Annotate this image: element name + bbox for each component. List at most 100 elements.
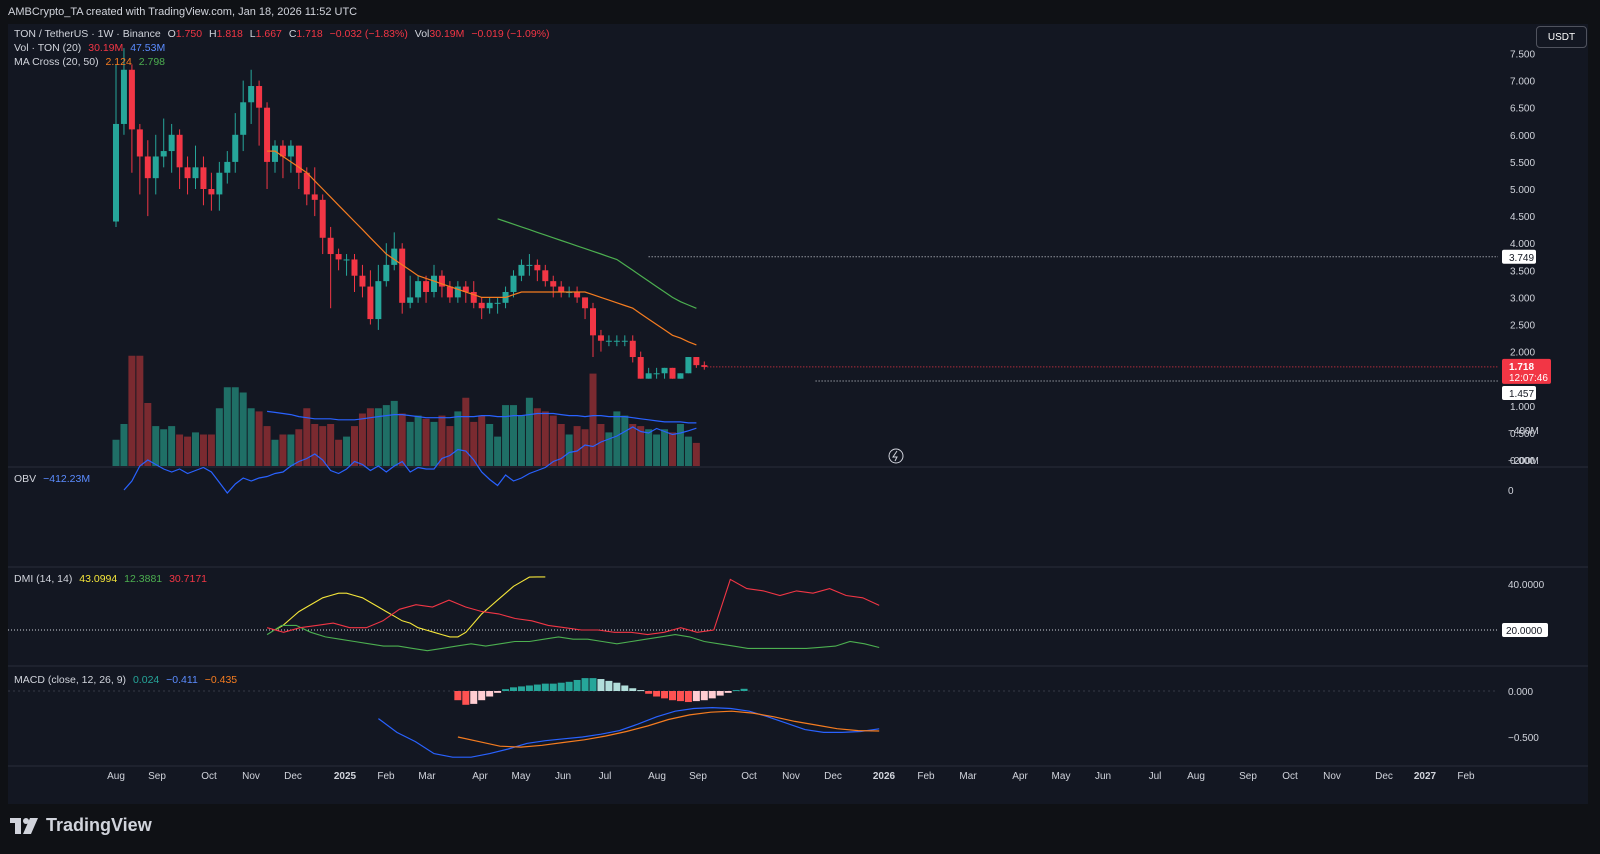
obv-axis-tick: −400M (1508, 426, 1539, 437)
support-price-tag (1502, 386, 1536, 401)
price-axis-tick: 3.500 (1510, 266, 1535, 277)
vol-change-value: −0.019 (−1.09%) (471, 28, 550, 40)
volume-bar (486, 424, 494, 466)
time-axis-tick: Nov (242, 771, 260, 782)
high-label: H (208, 28, 217, 40)
volume-bar (160, 429, 168, 466)
candle-body (208, 189, 215, 195)
candle-body (319, 199, 326, 238)
currency-button[interactable]: USDT (1536, 26, 1587, 48)
countdown-text: 12:07:46 (1509, 373, 1548, 384)
ma-fast-line (267, 150, 697, 346)
candle-body (574, 291, 581, 298)
di-minus-line (266, 578, 880, 636)
time-axis-tick: Feb (377, 771, 395, 782)
dmi-axis-tick: 40.0000 (1508, 580, 1545, 591)
macd-histogram-bar (525, 685, 533, 691)
volume-bar (557, 424, 565, 466)
time-axis-tick: Jul (1149, 771, 1162, 782)
dmi-legend[interactable]: DMI (14, 14) 43.0994 12.3881 30.7171 (14, 573, 211, 585)
candle-body (240, 102, 247, 135)
macd-legend[interactable]: MACD (close, 12, 26, 9) 0.024 −0.411 −0.… (14, 674, 241, 686)
lightning-icon (892, 450, 898, 462)
candle-body (224, 161, 231, 173)
volume-legend[interactable]: Vol · TON (20) 30.19M 47.53M (14, 42, 169, 54)
volume-bar (374, 408, 382, 466)
volume-bar (510, 405, 517, 466)
macd-histogram-bar (589, 678, 597, 691)
symbol-legend[interactable]: TON / TetherUS · 1W · Binance O1.750 H1.… (14, 28, 554, 40)
candle-body (534, 264, 541, 271)
candle-body (693, 357, 700, 366)
candle-body (542, 270, 549, 282)
volume-bar (128, 355, 136, 466)
macd-histogram-bar (486, 691, 494, 697)
candle-body (120, 69, 127, 124)
time-axis-tick: Jun (555, 771, 571, 782)
time-axis-tick: Oct (201, 771, 217, 782)
obv-value: −412.23M (43, 473, 91, 485)
volume-bar (462, 397, 470, 466)
time-axis-tick: Mar (959, 771, 977, 782)
macd-histogram-bar (502, 689, 510, 691)
price-axis-tick: 0.000 (1510, 456, 1535, 467)
replay-icon (888, 448, 904, 464)
candle-body (327, 237, 334, 255)
volume-ma-value: 47.53M (130, 42, 166, 54)
candle-body (613, 340, 620, 342)
volume-bar (669, 432, 676, 466)
macd-histogram-bar (661, 691, 669, 699)
time-axis-tick: Sep (689, 771, 707, 782)
macd-axis-tick: −0.500 (1508, 733, 1539, 744)
macd-histogram-bar (605, 680, 613, 691)
volume-bar (517, 415, 525, 466)
volume-bar (621, 415, 629, 466)
macd-histogram-bar (653, 691, 661, 697)
candle-body (701, 365, 708, 367)
volume-bar (184, 436, 192, 466)
time-axis-tick: Dec (284, 771, 302, 782)
candle-body (359, 275, 366, 287)
ma-cross-legend[interactable]: MA Cross (20, 50) 2.124 2.798 (14, 56, 169, 68)
high-value: 1.818 (216, 28, 243, 40)
volume-bar (589, 373, 597, 466)
candle-body (590, 308, 596, 336)
time-axis-tick: Sep (1239, 771, 1257, 782)
macd-axis-tick: 0.000 (1508, 687, 1533, 698)
volume-bar (112, 439, 120, 466)
obv-name: OBV (14, 473, 37, 485)
volume-bar (629, 424, 637, 466)
candle-body (383, 264, 390, 282)
time-axis-tick: Feb (917, 771, 935, 782)
macd-histogram-bar (740, 688, 748, 691)
candle-body (415, 281, 422, 298)
macd-histogram-bar (462, 691, 470, 705)
candle-body (391, 248, 398, 265)
macd-signal-value: −0.435 (204, 674, 238, 686)
time-axis-tick: Jul (599, 771, 612, 782)
tradingview-logo-icon (10, 817, 38, 834)
volume-bar (637, 426, 645, 466)
candle-body (637, 357, 644, 379)
adx-value: 43.0994 (79, 573, 118, 585)
chart-panel (8, 24, 1588, 804)
vol-value: 30.19M (429, 28, 465, 40)
candle-body (343, 259, 350, 261)
candle-body (478, 302, 485, 309)
candle-body (279, 145, 286, 157)
candle-body (653, 373, 660, 375)
tradingview-logo[interactable]: TradingView (10, 815, 152, 836)
obv-legend[interactable]: OBV −412.23M (14, 473, 94, 485)
candle-body (685, 357, 692, 374)
time-axis-tick: 2025 (334, 771, 357, 782)
volume-bar (176, 434, 184, 466)
volume-bar (199, 434, 207, 466)
volume-bar (382, 405, 390, 466)
volume-bar (549, 415, 557, 466)
time-axis-tick: Nov (1323, 771, 1341, 782)
candle-body (669, 367, 676, 379)
time-axis-tick: 2026 (873, 771, 896, 782)
macd-histogram-bar (494, 691, 502, 693)
